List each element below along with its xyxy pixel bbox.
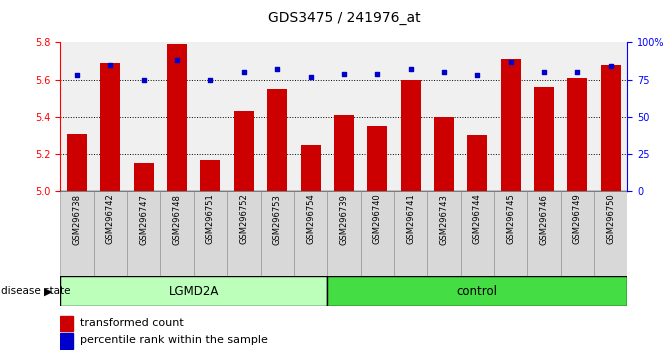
Text: ▶: ▶	[44, 286, 52, 296]
Point	[72, 72, 83, 78]
Text: GSM296754: GSM296754	[306, 194, 315, 245]
Point	[338, 71, 349, 76]
Bar	[60, 315, 73, 331]
Text: GSM296748: GSM296748	[172, 194, 182, 245]
Bar	[267, 89, 287, 191]
Bar	[160, 191, 194, 276]
Text: GSM296743: GSM296743	[440, 194, 448, 245]
Bar	[501, 59, 521, 191]
Bar	[127, 191, 160, 276]
Point	[472, 72, 482, 78]
Text: GSM296747: GSM296747	[140, 194, 148, 245]
Bar	[494, 191, 527, 276]
Bar	[301, 145, 321, 191]
Bar	[460, 191, 494, 276]
Text: GSM296742: GSM296742	[106, 194, 115, 245]
Point	[138, 77, 149, 82]
Bar	[367, 126, 387, 191]
Point	[439, 69, 450, 75]
Point	[539, 69, 550, 75]
Text: GSM296739: GSM296739	[340, 194, 348, 245]
Text: GSM296740: GSM296740	[372, 194, 382, 245]
Bar	[201, 160, 221, 191]
Text: GSM296751: GSM296751	[206, 194, 215, 245]
Bar	[234, 111, 254, 191]
Bar	[134, 163, 154, 191]
Text: transformed count: transformed count	[81, 318, 184, 328]
Text: GSM296749: GSM296749	[573, 194, 582, 245]
Text: LGMD2A: LGMD2A	[168, 285, 219, 298]
Bar	[60, 191, 94, 276]
Bar	[94, 191, 127, 276]
Bar	[601, 65, 621, 191]
Point	[172, 57, 183, 63]
Bar	[434, 117, 454, 191]
Bar	[60, 276, 327, 306]
Point	[372, 71, 382, 76]
Bar	[194, 191, 227, 276]
Text: GSM296750: GSM296750	[606, 194, 615, 245]
Point	[272, 67, 282, 72]
Bar	[227, 191, 260, 276]
Point	[405, 67, 416, 72]
Text: GSM296753: GSM296753	[272, 194, 282, 245]
Text: control: control	[457, 285, 498, 298]
Bar	[60, 333, 73, 349]
Bar	[594, 191, 627, 276]
Text: GSM296741: GSM296741	[406, 194, 415, 245]
Text: GSM296746: GSM296746	[539, 194, 548, 245]
Bar	[467, 135, 487, 191]
Bar	[101, 63, 120, 191]
Bar	[427, 191, 460, 276]
Bar	[534, 87, 554, 191]
Bar	[294, 191, 327, 276]
Bar	[360, 191, 394, 276]
Bar	[561, 191, 594, 276]
Bar	[260, 191, 294, 276]
Bar	[67, 133, 87, 191]
Text: GSM296744: GSM296744	[473, 194, 482, 245]
Point	[505, 59, 516, 65]
Point	[305, 74, 316, 80]
Point	[105, 62, 116, 68]
Text: disease state: disease state	[1, 286, 71, 296]
Bar	[568, 78, 587, 191]
Bar	[527, 191, 561, 276]
Bar	[394, 191, 427, 276]
Bar	[167, 44, 187, 191]
Text: GSM296745: GSM296745	[506, 194, 515, 245]
Point	[572, 69, 582, 75]
Point	[238, 69, 249, 75]
Bar	[327, 276, 627, 306]
Text: GSM296752: GSM296752	[240, 194, 248, 245]
Bar	[401, 80, 421, 191]
Text: GDS3475 / 241976_at: GDS3475 / 241976_at	[268, 11, 420, 25]
Point	[605, 63, 616, 69]
Text: GSM296738: GSM296738	[72, 194, 82, 245]
Point	[205, 77, 216, 82]
Text: percentile rank within the sample: percentile rank within the sample	[81, 336, 268, 346]
Bar	[327, 191, 360, 276]
Bar	[334, 115, 354, 191]
